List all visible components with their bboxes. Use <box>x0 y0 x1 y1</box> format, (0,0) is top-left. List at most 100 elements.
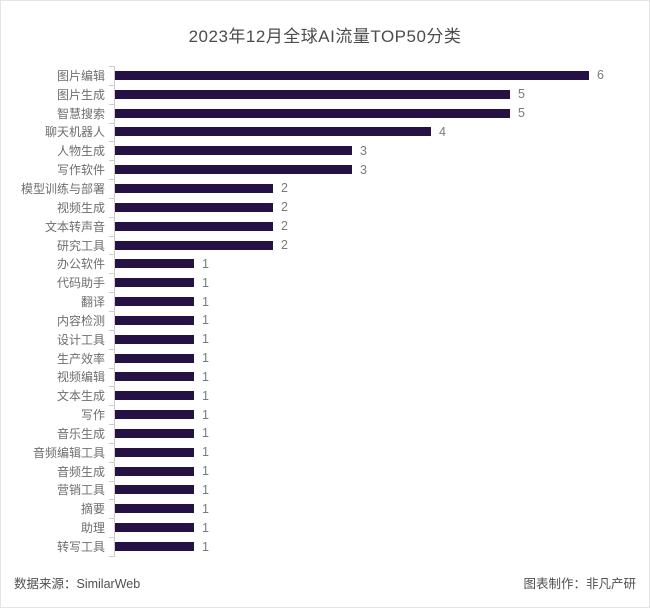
axis-tick <box>109 84 114 86</box>
chart-row: 视频编辑 1 <box>1 368 649 387</box>
bar <box>115 391 194 401</box>
bar <box>115 202 273 212</box>
data-source-note: 数据来源：SimilarWeb <box>14 577 141 591</box>
chart-row: 音频编辑工具 1 <box>1 443 649 462</box>
value-label: 2 <box>281 181 288 196</box>
category-label: 文本生成 <box>56 389 105 404</box>
bar <box>115 278 194 288</box>
chart-row: 办公软件 1 <box>1 254 649 273</box>
bar <box>115 108 510 118</box>
category-label: 转写工具 <box>56 540 105 555</box>
category-label: 营销工具 <box>56 483 105 498</box>
bar <box>115 297 194 307</box>
bar <box>115 70 589 80</box>
axis-tick <box>109 122 114 124</box>
bar <box>115 466 194 476</box>
value-label: 2 <box>281 200 288 215</box>
category-label: 图片编辑 <box>56 68 105 83</box>
chart-row: 视频生成 2 <box>1 198 649 217</box>
bar <box>115 353 194 363</box>
value-label: 1 <box>202 313 209 328</box>
axis-tick <box>109 216 114 218</box>
axis-tick <box>109 424 114 426</box>
bar <box>115 89 510 99</box>
value-label: 2 <box>281 238 288 253</box>
value-label: 6 <box>597 68 604 83</box>
chart-row: 营销工具 1 <box>1 481 649 500</box>
axis-tick <box>109 66 114 67</box>
bar <box>115 428 194 438</box>
chart-row: 翻译 1 <box>1 292 649 311</box>
value-label: 1 <box>202 332 209 347</box>
chart-row: 研究工具 2 <box>1 236 649 255</box>
bar-chart-plot: 图片编辑 6 图片生成 5 智慧搜索 5 聊天机器人 4 人物生成 3 写作软件 3 模型训练与部署 2 视… <box>1 66 649 557</box>
value-label: 1 <box>202 369 209 384</box>
bar <box>115 485 194 495</box>
category-label: 研究工具 <box>56 238 105 253</box>
value-label: 1 <box>202 464 209 479</box>
axis-tick <box>109 235 114 237</box>
chart-row: 摘要 1 <box>1 499 649 518</box>
category-label: 图片生成 <box>56 87 105 102</box>
value-label: 1 <box>202 520 209 535</box>
category-label: 摘要 <box>80 502 105 517</box>
category-label: 人物生成 <box>56 144 105 159</box>
chart-row: 设计工具 1 <box>1 330 649 349</box>
value-label: 2 <box>281 219 288 234</box>
chart-row: 音乐生成 1 <box>1 424 649 443</box>
bar <box>115 165 352 175</box>
axis-tick <box>109 329 114 331</box>
value-label: 1 <box>202 539 209 554</box>
value-label: 1 <box>202 482 209 497</box>
category-label: 视频编辑 <box>56 370 105 385</box>
category-label: 音频生成 <box>56 464 105 479</box>
chart-row: 文本转声音 2 <box>1 217 649 236</box>
category-label: 助理 <box>80 521 105 536</box>
category-label: 生产效率 <box>56 351 105 366</box>
chart-row: 图片编辑 6 <box>1 66 649 85</box>
bar <box>115 127 431 137</box>
axis-tick <box>109 556 114 557</box>
axis-tick <box>109 480 114 482</box>
value-label: 1 <box>202 445 209 460</box>
chart-row: 智慧搜索 5 <box>1 104 649 123</box>
chart-row: 写作软件 3 <box>1 160 649 179</box>
bar <box>115 523 194 533</box>
category-label: 写作软件 <box>56 163 105 178</box>
category-label: 写作 <box>80 408 105 423</box>
axis-tick <box>109 348 114 350</box>
axis-tick <box>109 292 114 294</box>
bar <box>115 183 273 193</box>
bar <box>115 410 194 420</box>
axis-tick <box>109 141 114 143</box>
value-label: 1 <box>202 351 209 366</box>
category-label: 翻译 <box>80 295 105 310</box>
category-label: 视频生成 <box>56 200 105 215</box>
bar <box>115 542 194 552</box>
value-label: 3 <box>360 143 367 158</box>
chart-row: 代码助手 1 <box>1 273 649 292</box>
category-label: 文本转声音 <box>44 219 105 234</box>
category-label: 设计工具 <box>56 332 105 347</box>
axis-tick <box>109 518 114 520</box>
category-label: 办公软件 <box>56 257 105 272</box>
chart-row: 文本生成 1 <box>1 386 649 405</box>
axis-tick <box>109 386 114 388</box>
axis-tick <box>109 537 114 539</box>
chart-row: 转写工具 1 <box>1 537 649 556</box>
category-label: 音频编辑工具 <box>32 445 105 460</box>
chart-title: 2023年12月全球AI流量TOP50分类 <box>188 27 462 46</box>
bar <box>115 221 273 231</box>
bar <box>115 259 194 269</box>
chart-credit-note: 图表制作：非凡产研 <box>523 577 636 591</box>
axis-tick <box>109 273 114 275</box>
bar <box>115 146 352 156</box>
axis-tick <box>109 311 114 312</box>
value-label: 4 <box>439 124 446 139</box>
axis-tick <box>109 197 114 199</box>
axis-tick <box>109 442 114 444</box>
bar <box>115 315 194 325</box>
category-label: 内容检测 <box>56 313 105 328</box>
value-label: 1 <box>202 275 209 290</box>
chart-row: 聊天机器人 4 <box>1 123 649 142</box>
